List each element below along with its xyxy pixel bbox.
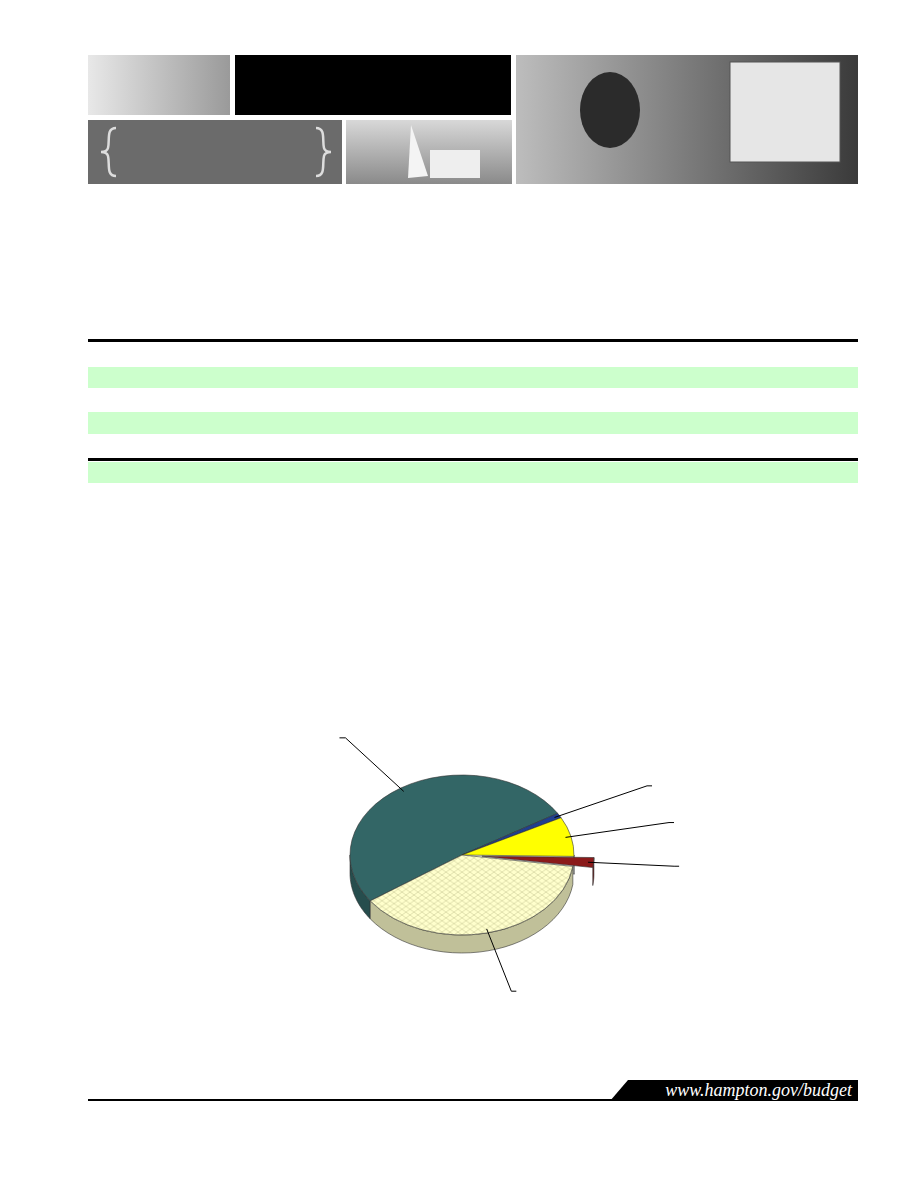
pie-chart [339,738,679,991]
photo-person [580,72,640,148]
photo-sail [408,125,428,178]
footer: www.hampton.gov/budget [88,1080,858,1101]
header [88,55,858,184]
rule [88,339,858,342]
pie-slice [462,818,574,857]
background [0,0,918,1188]
title-box [235,55,511,115]
photo-monitor [730,62,840,162]
subtitle-box [88,120,342,184]
leader-line [555,786,653,818]
footer-tab [610,1080,858,1101]
leader-line [339,738,403,792]
row-stripe [88,412,858,434]
leader-line [566,823,675,838]
photo-harbor [346,120,512,184]
pie-tops [350,775,594,935]
table-frame [88,339,858,483]
footer-rule [88,1099,618,1101]
footer-url: www.hampton.gov/budget [665,1080,853,1100]
rule [88,458,858,461]
leader-line [487,929,517,991]
page: www.hampton.gov/budget [0,0,918,1188]
photo-building [430,150,480,178]
pie-slice [370,855,573,935]
row-stripe [88,367,858,388]
photo-calculator [88,55,230,115]
photo-office [516,55,858,184]
leaders [339,738,679,991]
brace-left [101,128,116,176]
row-stripe [88,462,858,483]
brace-right [316,128,331,176]
leader-line [588,862,679,866]
